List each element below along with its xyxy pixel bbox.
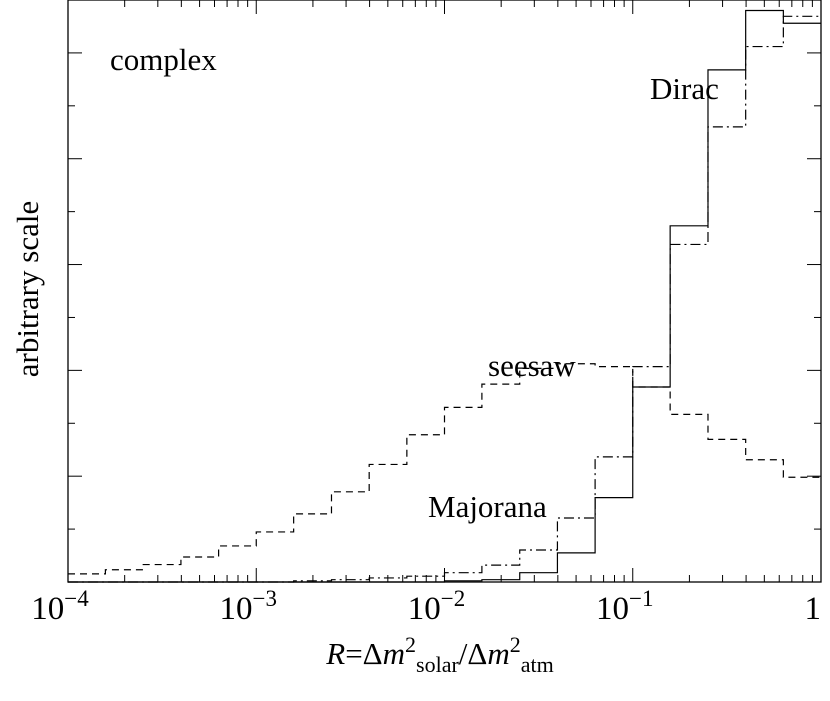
x-axis-label: R=Δm2solar/Δm2atm [325,632,553,677]
x-tick-label: 10−2 [408,586,465,627]
series-seesaw-step [68,363,821,575]
x-tick-label: 1 [805,591,822,627]
x-tick-label: 10−4 [31,586,89,627]
majorana-label: Majorana [428,489,547,524]
seesaw-label: seesaw [488,348,576,383]
x-tick-labels: 10−4 10−3 10−2 10−1 1 [31,586,821,627]
y-axis-label: arbitrary scale [10,201,45,377]
x-tick-label: 10−3 [220,586,277,627]
series-layer [68,9,821,583]
corner-label: complex [110,42,217,77]
tick-marks [68,0,821,582]
dirac-label: Dirac [650,71,719,106]
x-tick-label: 10−1 [596,586,653,627]
